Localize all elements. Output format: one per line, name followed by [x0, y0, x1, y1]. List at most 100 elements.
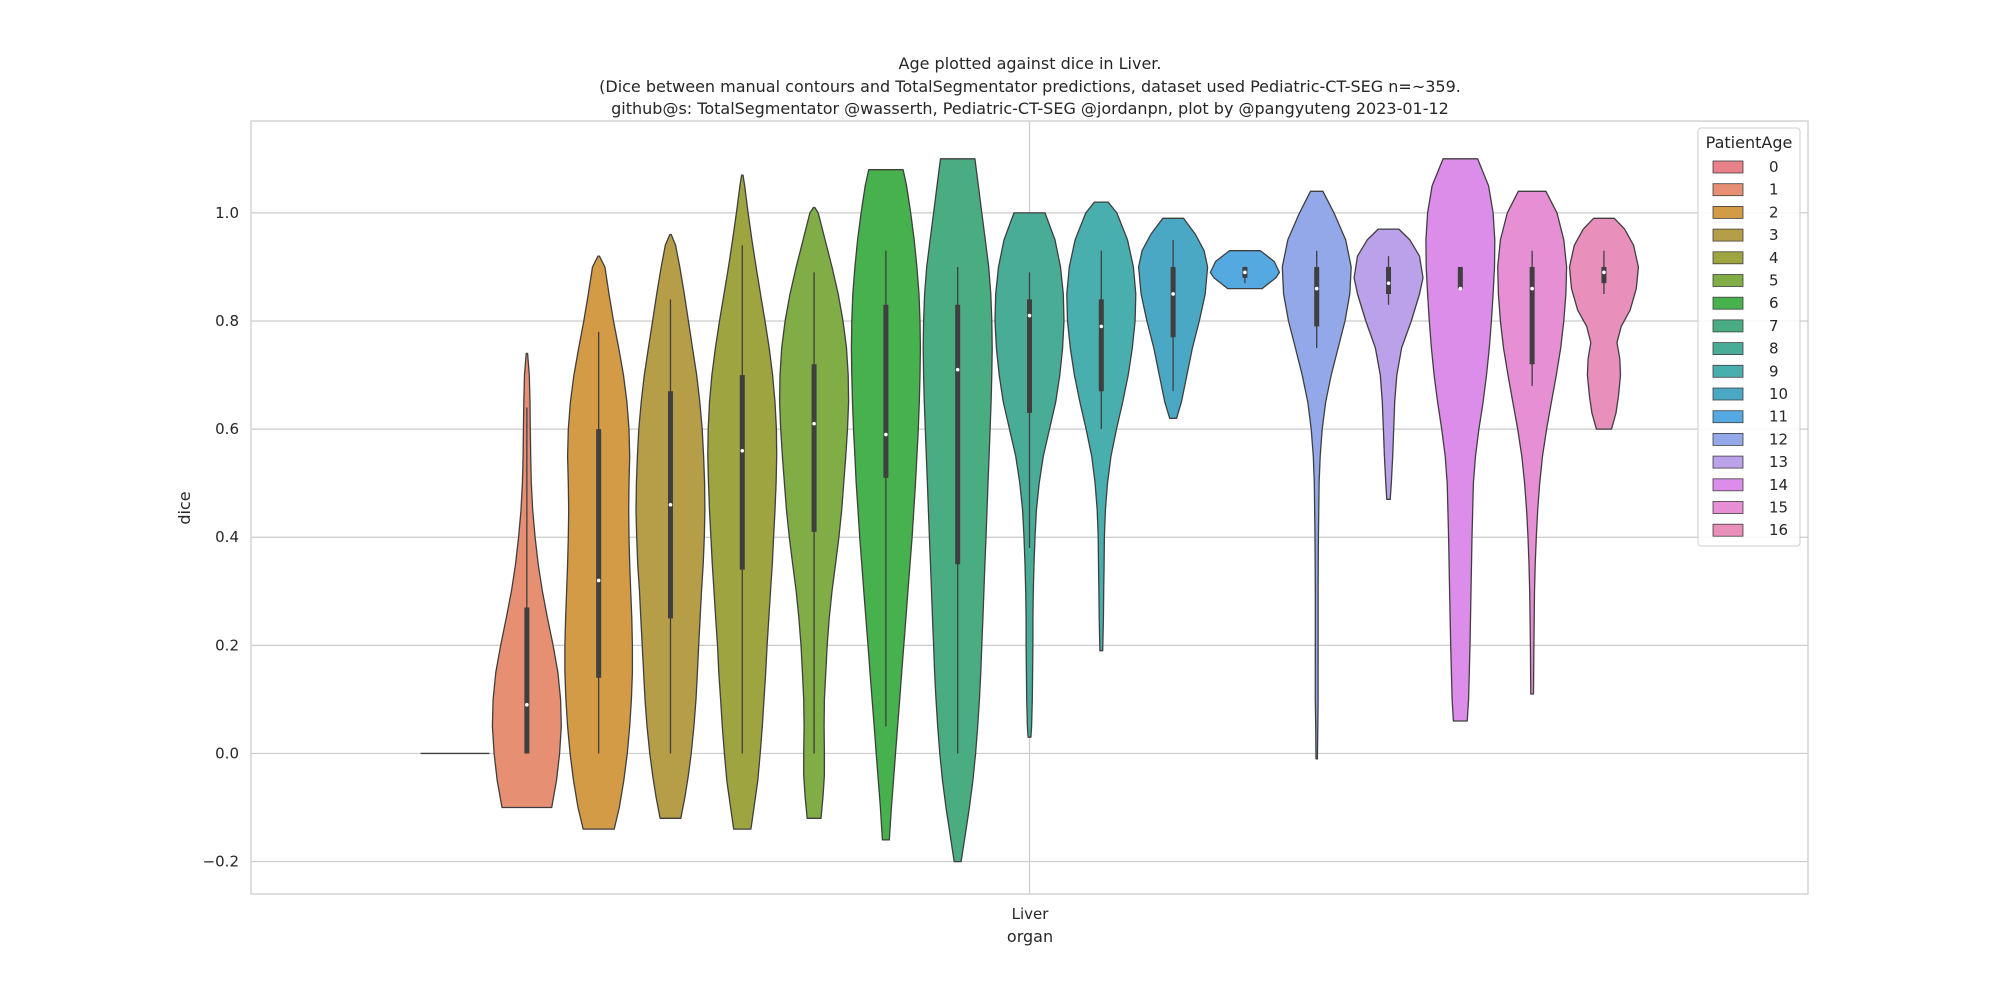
legend-label: 1	[1769, 181, 1779, 199]
legend-item-1: 1	[1712, 181, 1779, 199]
violin-age-13	[1353, 228, 1424, 501]
legend-swatch	[1712, 228, 1744, 242]
legend-label: 10	[1769, 385, 1788, 403]
x-axis-label: organ	[1007, 927, 1053, 946]
violin-age-11	[1209, 250, 1281, 290]
legend-label: 8	[1769, 340, 1779, 358]
x-tick-liver: Liver	[1012, 905, 1050, 923]
violin-median	[1386, 281, 1391, 285]
violin-age-8	[994, 212, 1065, 738]
violin-age-15	[1497, 190, 1568, 695]
violin-median	[1027, 313, 1032, 318]
y-tick-label: 0.2	[215, 636, 239, 654]
legend-swatch	[1712, 523, 1744, 537]
legend-swatch	[1712, 455, 1744, 469]
violin-median	[1171, 292, 1175, 296]
legend-item-10: 10	[1712, 385, 1788, 403]
violin-age-10	[1137, 217, 1209, 419]
violin-body	[1497, 190, 1568, 695]
violin-age-12	[1281, 190, 1352, 760]
violins	[420, 158, 1640, 863]
legend-swatch	[1712, 364, 1744, 378]
y-tick-label: −0.2	[203, 853, 239, 871]
title-line-1: Age plotted against dice in Liver.	[899, 54, 1162, 73]
violin-median	[1458, 286, 1463, 291]
y-tick-label: 0.4	[215, 528, 239, 546]
legend-label: 3	[1769, 226, 1779, 244]
violin-median	[596, 578, 601, 583]
violin-age-7	[922, 158, 993, 863]
violin-body	[1353, 228, 1424, 501]
legend-item-11: 11	[1712, 408, 1788, 426]
title-line-2: (Dice between manual contours and TotalS…	[599, 77, 1461, 96]
violin-median	[1530, 286, 1534, 291]
legend-swatch	[1712, 432, 1744, 446]
y-tick-label: 0.0	[215, 744, 239, 762]
legend-swatch	[1712, 183, 1744, 197]
violin-age-1	[491, 352, 562, 809]
legend-label: 6	[1769, 294, 1779, 312]
violin-median	[525, 703, 529, 707]
legend-label: 16	[1769, 521, 1788, 539]
violin-age-6	[850, 169, 922, 841]
legend-label: 2	[1769, 203, 1779, 221]
legend-swatch	[1712, 478, 1744, 492]
violin-median	[812, 421, 816, 426]
legend-swatch	[1712, 205, 1744, 219]
legend-item-8: 8	[1712, 340, 1779, 358]
legend-swatch	[1712, 296, 1744, 310]
legend-swatch	[1712, 274, 1744, 287]
legend-item-15: 15	[1712, 499, 1788, 517]
legend-item-9: 9	[1712, 362, 1779, 380]
legend-label: 13	[1769, 453, 1788, 471]
violin-median	[668, 502, 673, 507]
y-tick-label: 1.0	[215, 204, 239, 222]
violin-body	[1568, 217, 1640, 430]
violin-age-14	[1425, 158, 1496, 722]
legend-item-14: 14	[1712, 476, 1788, 494]
chart-title: Age plotted against dice in Liver. (Dice…	[599, 54, 1461, 118]
legend-item-7: 7	[1712, 317, 1779, 335]
title-line-3: github@s: TotalSegmentator @wasserth, Pe…	[611, 99, 1449, 118]
legend-item-3: 3	[1712, 226, 1779, 244]
legend-label: 9	[1769, 362, 1779, 380]
y-tick-label: 0.8	[215, 312, 239, 330]
y-axis-label: dice	[175, 491, 194, 524]
y-ticks: −0.2 0.0 0.2 0.4 0.6 0.8 1.0	[203, 204, 239, 871]
legend-item-5: 5	[1712, 272, 1779, 290]
violin-median	[884, 432, 888, 437]
legend-item-12: 12	[1712, 430, 1788, 448]
legend-swatch	[1712, 387, 1744, 401]
violin-median	[1602, 270, 1606, 275]
plot-frame	[250, 120, 1809, 895]
legend-swatch	[1712, 501, 1744, 514]
legend-label: 15	[1769, 499, 1788, 517]
legend-label: 5	[1769, 272, 1779, 290]
legend-swatch	[1712, 251, 1744, 265]
legend-item-0: 0	[1712, 158, 1779, 176]
legend-title: PatientAge	[1706, 133, 1793, 152]
violin-age-3	[635, 233, 706, 819]
violin-age-4	[707, 174, 778, 830]
legend-item-2: 2	[1712, 203, 1779, 221]
violin-median	[1099, 324, 1104, 329]
violin-age-9	[1066, 201, 1137, 652]
legend-item-4: 4	[1712, 249, 1779, 267]
legend-swatch	[1712, 319, 1744, 333]
legend-label: 14	[1769, 476, 1788, 494]
legend-label: 7	[1769, 317, 1779, 335]
legend-swatch	[1712, 342, 1744, 356]
legend-swatch	[1712, 160, 1744, 174]
violin-body	[1281, 190, 1352, 760]
legend-label: 0	[1769, 158, 1779, 176]
legend-label: 4	[1769, 249, 1779, 267]
violin-median	[955, 367, 960, 372]
violin-median	[740, 448, 745, 453]
legend-item-16: 16	[1712, 521, 1788, 539]
violin-age-2	[564, 255, 634, 830]
legend-label: 11	[1769, 408, 1788, 426]
legend-label: 12	[1769, 430, 1788, 448]
